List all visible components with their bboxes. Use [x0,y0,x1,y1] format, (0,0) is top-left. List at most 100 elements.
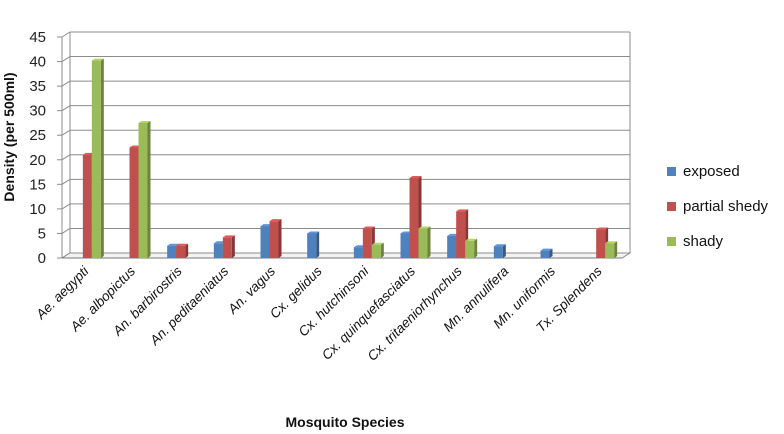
bar-front [82,154,92,258]
bar-front [540,250,550,258]
bar-front [371,244,381,258]
bar-side [502,244,506,258]
gridline-side [61,56,71,62]
bar-front [269,221,279,258]
bar-front [176,245,186,258]
bar-front [307,233,317,258]
bar-side [614,241,618,258]
bar-top [456,209,469,212]
legend-label: exposed [683,163,740,180]
gridline-side [61,178,71,185]
bar-front [213,243,223,258]
y-tick-label: 25 [29,127,46,144]
bar-side [427,226,431,258]
y-tick-labels: 0 5 10 15 20 25 30 35 40 45 [29,29,46,267]
legend-item-shady: shady [667,233,724,250]
gridline-side [61,228,71,234]
bar-top [167,243,180,246]
legend: exposed partial shedy shady [667,163,769,250]
bar-top [605,241,618,244]
y-tick-label: 10 [29,201,46,218]
bar-side [474,238,478,258]
legend-item-partial-shedy: partial shedy [667,198,769,215]
bar-top [540,248,553,251]
bar-shady-8 [418,226,431,258]
bar-partial-shedy-4 [222,235,235,258]
bar-partial-shedy-5 [269,219,282,258]
legend-swatch [667,202,676,211]
bar-top [269,219,282,222]
bar-shady-12 [605,241,618,258]
bar-top [176,243,189,246]
gridline-side [61,154,71,161]
y-tick-label: 15 [29,176,46,193]
bar-side [380,242,384,258]
y-tick-label: 40 [29,54,46,71]
bar-front [493,246,503,258]
bar-side [147,120,151,258]
bar-front [409,177,419,258]
bar-top [418,226,431,229]
axes [57,32,632,259]
gridlines [61,31,630,259]
bar-front [596,229,606,258]
y-tick-label: 0 [38,250,46,267]
bar-exposed-10 [493,244,506,258]
bar-shady-1 [91,58,104,258]
bar-front [353,247,363,258]
y-tick-label: 35 [29,78,46,95]
bar-exposed-6 [307,231,320,258]
bar-top [222,235,235,238]
y-axis-title: Density (per 500ml) [1,72,17,201]
bar-front [362,228,372,258]
legend-item-exposed: exposed [667,163,740,180]
y-tick-label: 5 [38,225,46,242]
bar-front [260,226,270,258]
legend-label: shady [683,233,724,250]
bar-shady-9 [465,238,478,258]
bar-front [91,60,101,258]
bar-front [465,240,475,258]
bars [82,58,618,258]
bar-top [371,242,384,245]
bar-front [456,211,466,258]
legend-swatch [667,237,676,246]
bar-side [231,235,235,258]
y-tick-label: 45 [29,29,46,46]
legend-swatch [667,167,676,176]
bar-front [167,245,177,258]
y-tick-label: 20 [29,152,46,169]
bar-top [596,227,609,230]
bar-top [307,231,320,234]
y-tick-label: 30 [29,103,46,120]
bar-side [100,58,104,258]
bar-front [129,147,139,258]
bar-side [278,219,282,258]
bar-shady-2 [138,120,151,258]
bar-front [222,237,232,258]
bar-exposed-11 [540,248,553,258]
bar-side [316,231,320,258]
gridline-side [61,129,71,136]
bar-top [409,175,422,178]
bar-partial-shedy-3 [176,243,189,258]
gridline-side [61,105,71,112]
bar-front [447,235,457,258]
bar-shady-7 [371,242,384,258]
bar-front [605,243,615,258]
bar-side [549,248,553,258]
bar-front [138,122,148,258]
bar-front [418,228,428,258]
bar-top [138,120,151,123]
x-axis-title: Mosquito Species [285,414,404,430]
bar-top [91,58,104,61]
bar-top [362,226,375,229]
gridline-side [61,203,71,210]
legend-label: partial shedy [683,198,769,215]
bar-front [400,233,410,258]
bar-top [465,238,478,241]
gridline-side [61,31,71,38]
gridline-side [61,80,71,87]
